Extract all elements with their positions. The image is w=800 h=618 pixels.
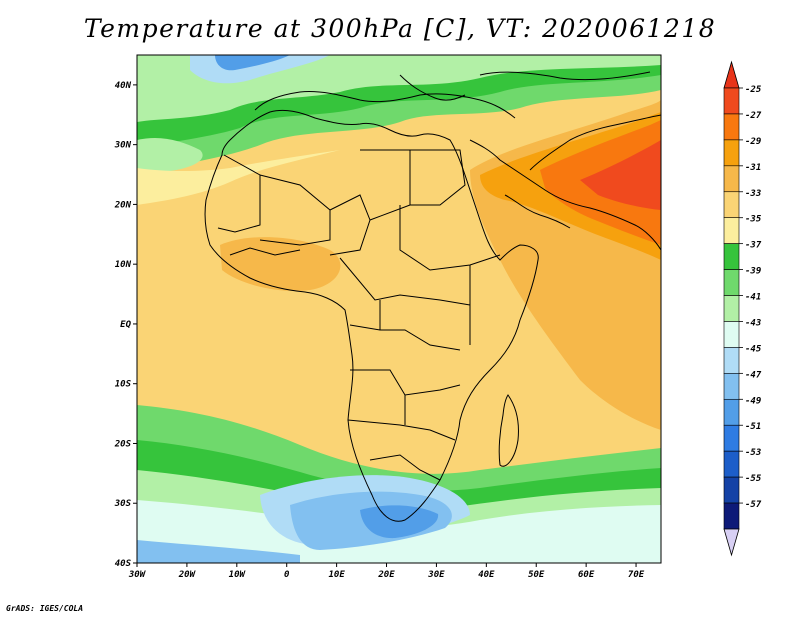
grads-credit: GrADS: IGES/COLA — [6, 604, 84, 613]
lat-tick-label: 40S — [115, 559, 132, 569]
colorbar-label: -37 — [745, 241, 762, 251]
lon-tick-label: 60E — [578, 570, 595, 580]
lon-tick-label: 70E — [628, 570, 645, 580]
map-title: Temperature at 300hPa [C], VT: 202006121… — [83, 14, 717, 43]
colorbar-label: -41 — [745, 293, 761, 303]
colorbar-swatch — [723, 424, 740, 452]
colorbar-label: -55 — [745, 474, 762, 484]
lon-tick-label: 10W — [229, 570, 247, 580]
lon-tick-label: 30W — [128, 570, 147, 580]
colorbar-top-arrow — [723, 60, 740, 89]
colorbar-swatch — [723, 476, 740, 504]
colorbar-swatch — [723, 87, 740, 115]
longitude-axis: 30W 20W 10W 0 10E 20E 30E 40E 50E 60E 70E — [128, 563, 645, 580]
lat-tick-label: 10N — [115, 260, 132, 270]
colorbar-swatch — [723, 321, 740, 348]
lat-tick-label: 30S — [114, 499, 132, 509]
colorbar-swatch — [723, 139, 740, 167]
colorbar-label: -25 — [745, 85, 762, 95]
colorbar-label: -27 — [745, 111, 762, 121]
plot-frame — [136, 54, 662, 564]
colorbar-swatch — [723, 502, 740, 530]
lat-tick-label: 20S — [114, 439, 132, 449]
colorbar-label: -51 — [745, 422, 761, 432]
colorbar-swatch — [723, 295, 740, 322]
colorbar-swatch — [723, 398, 740, 426]
colorbar-label: -47 — [745, 370, 762, 380]
colorbar-label: -39 — [745, 267, 761, 277]
colorbar-label: -57 — [745, 500, 762, 510]
colorbar-swatch — [723, 165, 740, 193]
colorbar-label: -53 — [745, 448, 761, 458]
colorbar-label: -49 — [745, 396, 761, 406]
temperature-field — [137, 55, 661, 563]
colorbar-label: -35 — [745, 215, 762, 225]
colorbar-swatch — [723, 191, 740, 219]
colorbar-swatch — [723, 243, 740, 270]
lon-tick-label: 0 — [284, 570, 290, 580]
colorbar-bottom-arrow — [723, 528, 740, 557]
coastlines — [204, 71, 661, 522]
lon-tick-label: 30E — [427, 570, 445, 580]
colorbar-swatch — [723, 269, 740, 296]
colorbar-label: -43 — [745, 318, 761, 328]
lon-tick-label: 50E — [528, 570, 545, 580]
colorbar: -25 -27 -29 -31 -33 -35 -37 -39 -41 -43 -45 -47 -49 -… — [723, 60, 762, 557]
lat-tick-label: EQ — [120, 320, 131, 330]
colorbar-label: -31 — [745, 163, 761, 173]
latitude-axis: 40N 30N 20N 10N EQ 10S 20S 30S 40S — [114, 81, 137, 569]
colorbar-label: -45 — [745, 344, 762, 354]
colorbar-swatch — [723, 373, 740, 400]
lon-tick-label: 10E — [328, 570, 345, 580]
colorbar-swatch — [723, 217, 740, 244]
lon-tick-label: 40E — [478, 570, 495, 580]
colorbar-label: -33 — [745, 189, 761, 199]
colorbar-swatch — [723, 113, 740, 141]
lat-tick-label: 30N — [114, 141, 132, 151]
lat-tick-label: 10S — [115, 380, 132, 390]
lon-tick-label: 20W — [178, 570, 197, 580]
colorbar-swatch — [723, 347, 740, 374]
colorbar-label: -29 — [745, 137, 761, 147]
lat-tick-label: 40N — [115, 81, 132, 91]
colorbar-swatch — [723, 450, 740, 478]
lon-tick-label: 20E — [377, 570, 395, 580]
lat-tick-label: 20N — [114, 200, 132, 210]
